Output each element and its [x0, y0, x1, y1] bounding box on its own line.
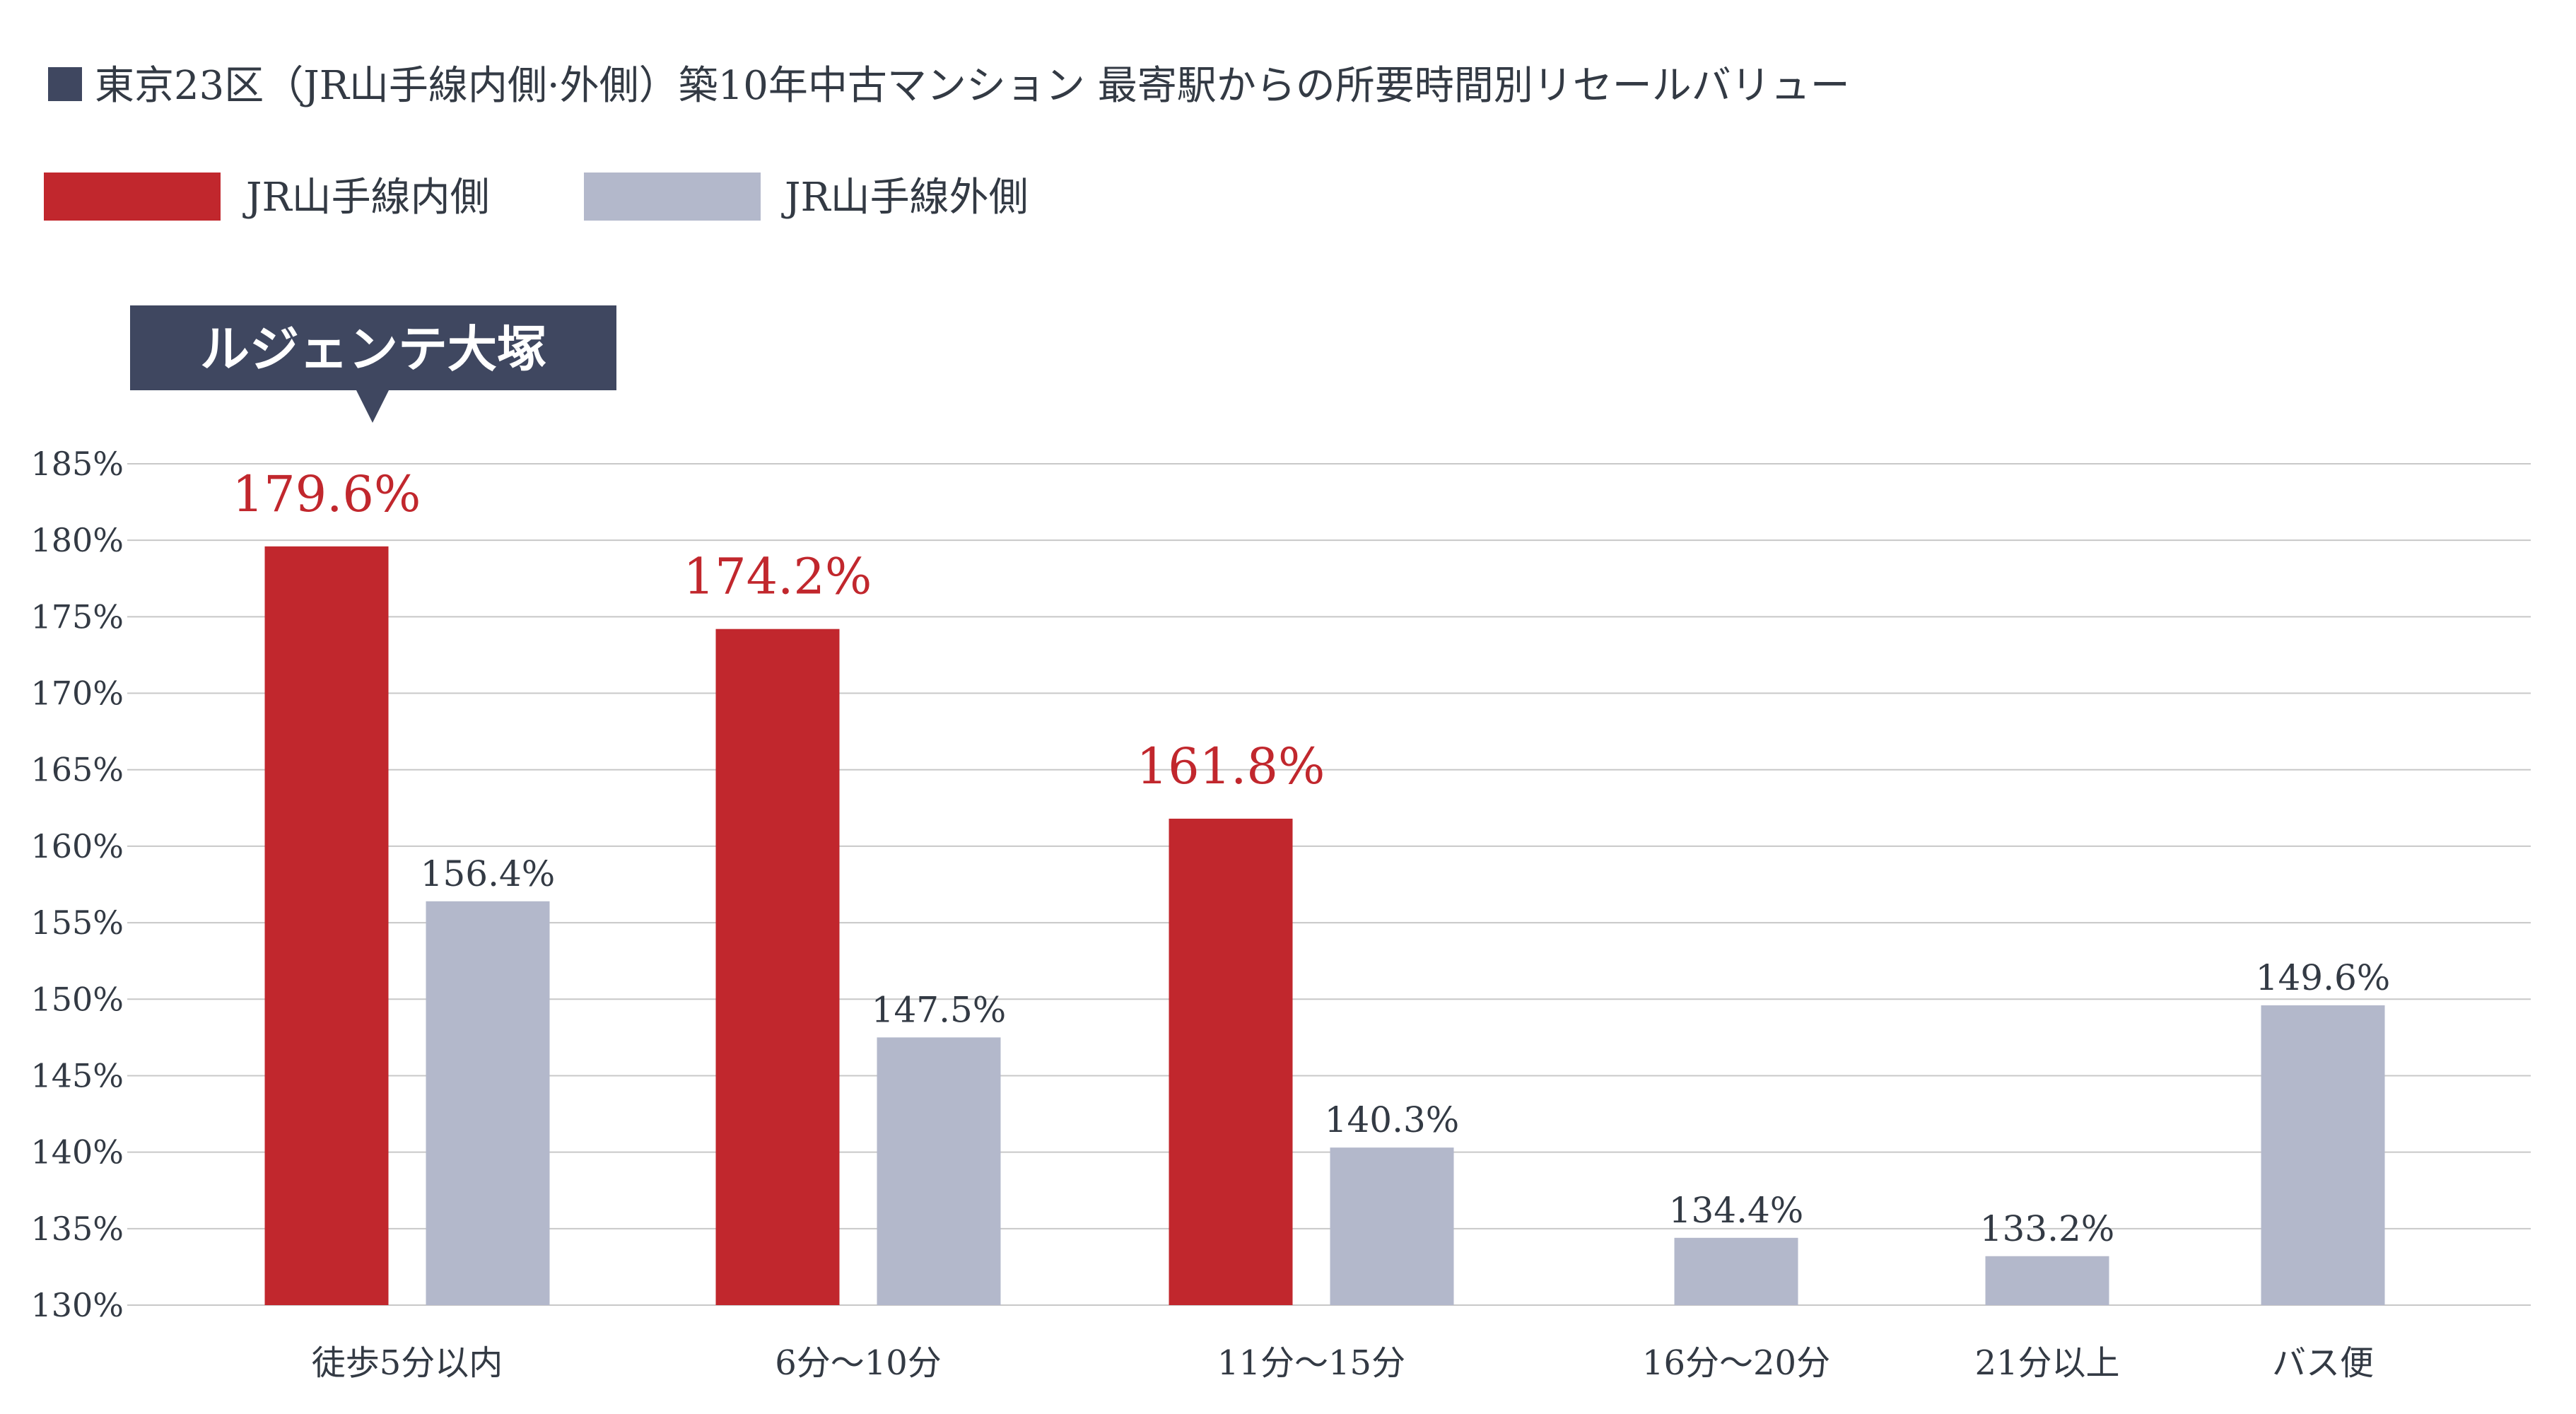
y-tick-label: 155%	[30, 904, 124, 942]
legend: JR山手線内側 JR山手線外側	[44, 173, 1029, 221]
y-tick-label: 130%	[30, 1286, 124, 1324]
data-label-inner: 174.2%	[684, 548, 872, 606]
data-label-outer: 156.4%	[421, 853, 556, 894]
legend-swatch-outer	[584, 173, 761, 221]
callout: ルジェンテ大塚	[130, 305, 616, 423]
data-label-inner: 179.6%	[233, 465, 421, 523]
y-tick-label: 185%	[30, 445, 124, 483]
y-tick-label: 140%	[30, 1133, 124, 1171]
x-category-label: 11分〜15分	[1217, 1343, 1405, 1383]
plot-area: 185% 180% 175% 170% 165% 160% 155% 150% 145% 140%…	[30, 445, 2531, 1383]
bar-inner	[1169, 818, 1293, 1305]
legend-label-inner: JR山手線内側	[242, 175, 490, 221]
x-category-label: 徒歩5分以内	[312, 1343, 503, 1383]
data-label-inner: 161.8%	[1137, 737, 1325, 795]
bar-outer	[1985, 1256, 2109, 1305]
callout-pointer	[356, 390, 389, 423]
x-category-label: 6分〜10分	[775, 1343, 942, 1383]
bar-outer	[1330, 1147, 1454, 1305]
data-label-outer: 147.5%	[872, 989, 1007, 1030]
y-tick-label: 145%	[30, 1056, 124, 1094]
bar-inner	[715, 629, 840, 1305]
title-marker	[48, 67, 82, 101]
bar-outer	[2261, 1005, 2385, 1305]
legend-label-outer: JR山手線外側	[781, 175, 1029, 221]
y-tick-label: 165%	[30, 751, 124, 789]
legend-swatch-inner	[44, 173, 221, 221]
data-label-outer: 133.2%	[1980, 1208, 2115, 1249]
data-label-outer: 149.6%	[2256, 957, 2391, 998]
x-category-label: 21分以上	[1974, 1343, 2119, 1383]
y-tick-label: 170%	[30, 674, 124, 713]
y-tick-label: 160%	[30, 827, 124, 865]
bar-inner	[264, 546, 389, 1305]
y-tick-label: 180%	[30, 521, 124, 559]
data-label-outer: 134.4%	[1669, 1190, 1804, 1231]
chart-title: 東京23区（JR山手線内側·外側）築10年中古マンション 最寄駅からの所要時間別…	[95, 63, 1850, 109]
callout-label: ルジェンテ大塚	[200, 320, 546, 378]
y-tick-label: 135%	[30, 1210, 124, 1248]
bar-outer	[426, 901, 550, 1305]
data-label-outer: 140.3%	[1325, 1099, 1460, 1140]
callout-box	[130, 305, 616, 390]
y-tick-label: 175%	[30, 597, 124, 636]
x-category-label: バス便	[2272, 1343, 2374, 1383]
x-category-label: 16分〜20分	[1642, 1343, 1830, 1383]
bar-outer	[1674, 1237, 1798, 1305]
bar-outer	[877, 1037, 1001, 1305]
y-tick-label: 150%	[30, 980, 124, 1018]
